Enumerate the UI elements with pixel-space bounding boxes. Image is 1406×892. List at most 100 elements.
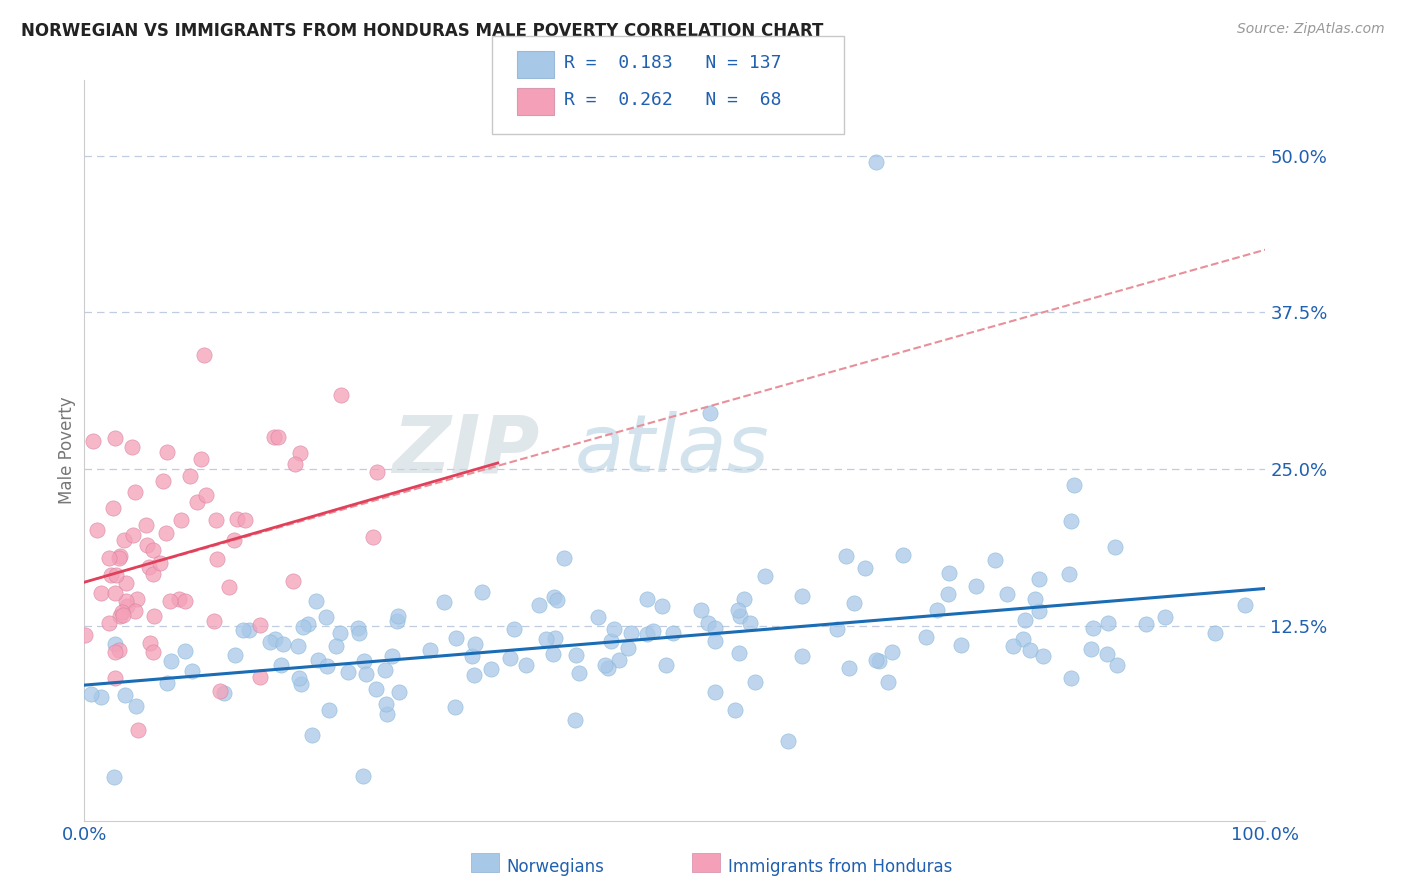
Point <box>564 713 586 727</box>
Point <box>544 631 567 645</box>
Point <box>586 610 609 624</box>
Point <box>225 512 247 526</box>
Point <box>135 538 157 552</box>
Point <box>297 616 319 631</box>
Point <box>205 513 228 527</box>
Point <box>728 646 751 660</box>
Point <box>90 586 112 600</box>
Point <box>100 568 122 582</box>
Point <box>464 637 486 651</box>
Point <box>503 622 526 636</box>
Point <box>433 595 456 609</box>
Point <box>110 549 132 563</box>
Point <box>541 647 564 661</box>
Text: NORWEGIAN VS IMMIGRANTS FROM HONDURAS MALE POVERTY CORRELATION CHART: NORWEGIAN VS IMMIGRANTS FROM HONDURAS MA… <box>21 22 824 40</box>
Point <box>534 632 557 647</box>
Point <box>1063 478 1085 492</box>
Point <box>479 662 502 676</box>
Point <box>1014 613 1036 627</box>
Point <box>288 446 311 460</box>
Point <box>207 551 229 566</box>
Point <box>738 616 761 631</box>
Point <box>965 579 987 593</box>
Point <box>616 640 638 655</box>
Point <box>160 654 183 668</box>
Point <box>704 634 727 648</box>
Point <box>97 551 120 566</box>
Point <box>1204 626 1226 640</box>
Point <box>471 585 494 599</box>
Point <box>366 681 388 696</box>
Point <box>696 616 718 631</box>
Point <box>1001 640 1024 654</box>
Point <box>156 676 179 690</box>
Point <box>1028 572 1050 586</box>
Point <box>419 643 441 657</box>
Point <box>155 525 177 540</box>
Text: R =  0.262   N =  68: R = 0.262 N = 68 <box>564 91 782 109</box>
Point <box>264 632 287 646</box>
Point <box>1018 643 1040 657</box>
Point <box>86 523 108 537</box>
Point <box>112 533 135 547</box>
Point <box>329 387 352 401</box>
Point <box>651 599 673 613</box>
Point <box>202 614 225 628</box>
Point <box>281 574 304 589</box>
Point <box>620 626 643 640</box>
Point <box>159 594 181 608</box>
Point <box>186 494 208 508</box>
Point <box>138 560 160 574</box>
Point <box>641 624 664 639</box>
Point <box>361 530 384 544</box>
Point <box>238 623 260 637</box>
Text: Immigrants from Honduras: Immigrants from Honduras <box>728 858 953 876</box>
Point <box>598 660 620 674</box>
Point <box>385 614 408 628</box>
Point <box>82 434 104 448</box>
Point <box>337 665 360 679</box>
Point <box>353 655 375 669</box>
Point <box>877 674 900 689</box>
Point <box>375 697 398 711</box>
Point <box>927 602 949 616</box>
Point <box>730 609 752 624</box>
Point <box>543 591 565 605</box>
Point <box>347 626 370 640</box>
Point <box>375 707 398 722</box>
Point <box>936 587 959 601</box>
Point <box>387 609 409 624</box>
Y-axis label: Male Poverty: Male Poverty <box>58 397 76 504</box>
Point <box>108 609 131 624</box>
Point <box>104 637 127 651</box>
Point <box>1233 598 1256 612</box>
Point <box>1081 621 1104 635</box>
Point <box>218 580 240 594</box>
Point <box>565 648 588 662</box>
Text: atlas: atlas <box>575 411 769 490</box>
Point <box>778 734 800 748</box>
Point <box>142 543 165 558</box>
Point <box>792 649 814 664</box>
Point <box>636 627 658 641</box>
Point <box>1095 648 1118 662</box>
Point <box>249 618 271 632</box>
Point <box>865 154 887 169</box>
Point <box>124 698 146 713</box>
Point <box>865 653 887 667</box>
Point <box>1097 615 1119 630</box>
Point <box>135 517 157 532</box>
Point <box>842 596 865 610</box>
Point <box>699 406 721 420</box>
Point <box>744 675 766 690</box>
Point <box>292 619 315 633</box>
Point <box>174 594 197 608</box>
Point <box>173 643 195 657</box>
Point <box>1153 610 1175 624</box>
Point <box>704 685 727 699</box>
Point <box>263 430 285 444</box>
Point <box>98 615 121 630</box>
Point <box>142 566 165 581</box>
Point <box>600 634 623 648</box>
Point <box>609 653 631 667</box>
